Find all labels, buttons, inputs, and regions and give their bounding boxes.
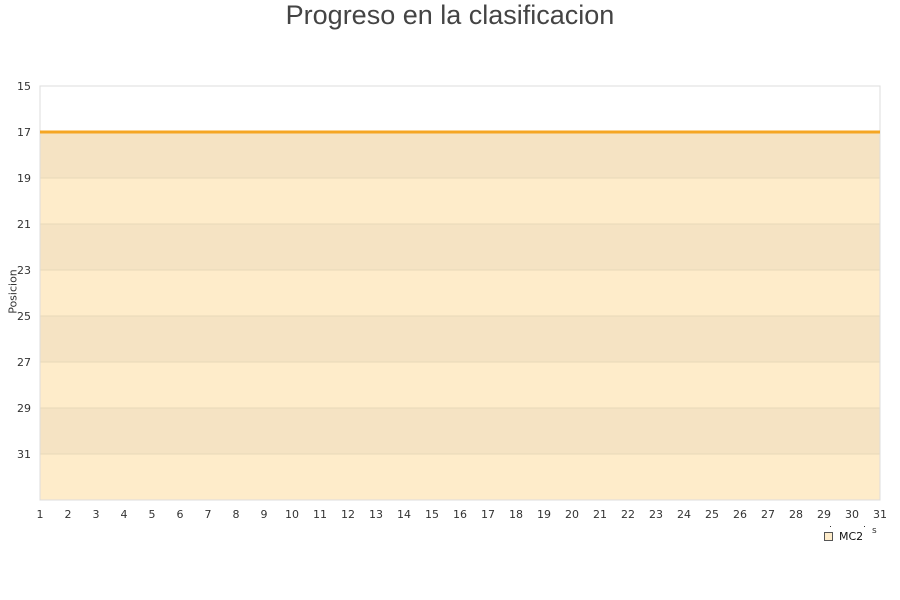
plot-band [40,270,880,316]
x-tick-label: 21 [593,508,607,521]
x-tick-label: 18 [509,508,523,521]
x-tick-label: 7 [205,508,212,521]
x-tick-label: 25 [705,508,719,521]
x-tick-label: 6 [177,508,184,521]
x-tick-label: 4 [121,508,128,521]
x-tick-label: 31 [873,508,887,521]
plot-band [40,224,880,270]
legend[interactable]: MC2 [824,530,863,543]
x-tick-label: 24 [677,508,691,521]
y-tick-label: 25 [17,310,31,323]
plot-band [40,408,880,454]
plot-border [39,85,881,501]
y-tick-label: 29 [17,402,31,415]
x-tick-label: 5 [149,508,156,521]
x-tick-label: 10 [285,508,299,521]
x-tick-label: 17 [481,508,495,521]
dot-mark [830,526,831,527]
x-tick-label: 26 [733,508,747,521]
chart-title: Progreso en la clasificacion [285,0,615,30]
x-tick-label: 30 [845,508,859,521]
x-tick-label: 1 [37,508,44,521]
y-tick-label: 23 [17,264,31,277]
plot-band [40,316,880,362]
x-tick-label: 8 [233,508,240,521]
x-tick-label: 14 [397,508,411,521]
y-tick-label: 15 [17,80,31,93]
y-tick-label: 27 [17,356,31,369]
x-tick-label: 3 [93,508,100,521]
x-axis-label: s [872,526,877,536]
dot-mark [864,526,865,527]
plot-band [40,362,880,408]
plot-band [40,178,880,224]
x-tick-label: 27 [761,508,775,521]
x-tick-label: 20 [565,508,579,521]
x-tick-label: 28 [789,508,803,521]
y-tick-label: 31 [17,448,31,461]
x-tick-label: 13 [369,508,383,521]
x-tick-label: 19 [537,508,551,521]
x-tick-label: 2 [65,508,72,521]
x-tick-label: 16 [453,508,467,521]
x-tick-label: 9 [261,508,268,521]
y-tick-label: 21 [17,218,31,231]
x-tick-label: 15 [425,508,439,521]
x-tick-label: 12 [341,508,355,521]
plot-band [40,132,880,178]
x-tick-label: 11 [313,508,327,521]
x-tick-label: 23 [649,508,663,521]
legend-swatch [824,532,833,541]
legend-label: MC2 [839,530,864,543]
x-tick-label: 29 [817,508,831,521]
y-tick-label: 19 [17,172,31,185]
x-tick-label: 22 [621,508,635,521]
y-tick-label: 17 [17,126,31,139]
plot-band [40,454,880,500]
